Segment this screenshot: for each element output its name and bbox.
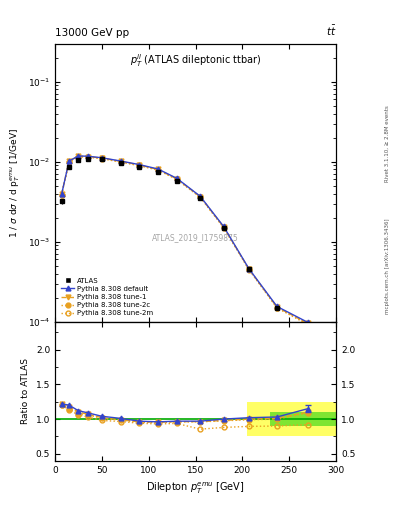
Pythia 8.308 tune-2m xyxy=(246,267,251,273)
Pythia 8.308 tune-1 xyxy=(198,194,202,200)
Text: $t\bar{t}$: $t\bar{t}$ xyxy=(325,24,336,38)
Pythia 8.308 tune-2c xyxy=(99,155,104,161)
Pythia 8.308 default xyxy=(156,166,160,172)
Pythia 8.308 tune-2m xyxy=(221,225,226,231)
Pythia 8.308 tune-1 xyxy=(174,176,179,182)
Bar xyxy=(247,402,336,436)
Pythia 8.308 tune-2c xyxy=(221,224,226,230)
Legend: ATLAS, Pythia 8.308 default, Pythia 8.308 tune-1, Pythia 8.308 tune-2c, Pythia 8: ATLAS, Pythia 8.308 default, Pythia 8.30… xyxy=(59,276,156,318)
Pythia 8.308 tune-2m xyxy=(67,159,72,165)
Text: ATLAS_2019_I1759875: ATLAS_2019_I1759875 xyxy=(152,232,239,242)
Pythia 8.308 tune-1 xyxy=(59,191,64,198)
Pythia 8.308 default xyxy=(174,175,179,181)
Pythia 8.308 tune-2c xyxy=(156,167,160,173)
Pythia 8.308 tune-2m xyxy=(306,322,310,328)
Pythia 8.308 tune-1 xyxy=(99,155,104,161)
Pythia 8.308 tune-1 xyxy=(246,266,251,272)
Pythia 8.308 tune-2c xyxy=(198,194,202,200)
Line: Pythia 8.308 tune-1: Pythia 8.308 tune-1 xyxy=(59,154,310,326)
Pythia 8.308 default xyxy=(99,155,104,161)
Pythia 8.308 tune-2m xyxy=(85,154,90,160)
Pythia 8.308 default xyxy=(76,153,81,159)
Pythia 8.308 default xyxy=(306,319,310,326)
Pythia 8.308 default xyxy=(221,223,226,229)
Pythia 8.308 tune-1 xyxy=(221,224,226,230)
Pythia 8.308 tune-1 xyxy=(275,304,279,310)
Pythia 8.308 tune-2c xyxy=(76,154,81,160)
Text: $p_T^{ll}$ (ATLAS dileptonic ttbar): $p_T^{ll}$ (ATLAS dileptonic ttbar) xyxy=(130,52,261,69)
Pythia 8.308 tune-1 xyxy=(156,166,160,173)
Pythia 8.308 tune-2m xyxy=(198,194,202,200)
Pythia 8.308 tune-1 xyxy=(67,158,72,164)
Pythia 8.308 default xyxy=(59,191,64,198)
Pythia 8.308 tune-2c xyxy=(85,154,90,160)
Pythia 8.308 tune-2m xyxy=(99,156,104,162)
Pythia 8.308 tune-2m xyxy=(118,159,123,165)
Text: Rivet 3.1.10, ≥ 2.8M events: Rivet 3.1.10, ≥ 2.8M events xyxy=(385,105,390,182)
Line: Pythia 8.308 tune-2c: Pythia 8.308 tune-2c xyxy=(59,154,310,327)
Pythia 8.308 default xyxy=(85,153,90,159)
Text: mcplots.cern.ch [arXiv:1306.3436]: mcplots.cern.ch [arXiv:1306.3436] xyxy=(385,219,390,314)
Pythia 8.308 tune-2m xyxy=(59,192,64,198)
Pythia 8.308 tune-2m xyxy=(174,176,179,182)
Y-axis label: Ratio to ATLAS: Ratio to ATLAS xyxy=(21,358,30,424)
Pythia 8.308 default xyxy=(246,266,251,272)
Pythia 8.308 tune-2c xyxy=(306,321,310,327)
Pythia 8.308 tune-2c xyxy=(246,266,251,272)
Pythia 8.308 default xyxy=(198,193,202,199)
Pythia 8.308 tune-2c xyxy=(275,305,279,311)
Pythia 8.308 default xyxy=(67,158,72,164)
Pythia 8.308 tune-1 xyxy=(306,321,310,327)
Pythia 8.308 default xyxy=(275,304,279,310)
Pythia 8.308 tune-1 xyxy=(118,158,123,164)
Pythia 8.308 tune-2c xyxy=(67,159,72,165)
Pythia 8.308 tune-2c xyxy=(118,159,123,165)
Y-axis label: 1 / $\sigma$ d$\sigma$ / d p$_T^{emu}$ [1/GeV]: 1 / $\sigma$ d$\sigma$ / d p$_T^{emu}$ [… xyxy=(9,127,22,238)
Pythia 8.308 tune-2c xyxy=(59,192,64,198)
Pythia 8.308 tune-1 xyxy=(85,154,90,160)
Text: 13000 GeV pp: 13000 GeV pp xyxy=(55,28,129,38)
Pythia 8.308 tune-2m xyxy=(275,305,279,311)
Bar xyxy=(270,412,336,426)
Pythia 8.308 tune-2m xyxy=(156,167,160,173)
Line: Pythia 8.308 tune-2m: Pythia 8.308 tune-2m xyxy=(59,155,310,327)
Pythia 8.308 tune-1 xyxy=(137,162,142,168)
Pythia 8.308 tune-1 xyxy=(76,153,81,159)
Pythia 8.308 tune-2m xyxy=(137,163,142,169)
Pythia 8.308 default xyxy=(118,158,123,164)
Pythia 8.308 tune-2m xyxy=(76,154,81,160)
Line: Pythia 8.308 default: Pythia 8.308 default xyxy=(59,154,310,325)
X-axis label: Dilepton $p_T^{emu}$ [GeV]: Dilepton $p_T^{emu}$ [GeV] xyxy=(146,480,245,496)
Pythia 8.308 default xyxy=(137,161,142,167)
Pythia 8.308 tune-2c xyxy=(137,162,142,168)
Pythia 8.308 tune-2c xyxy=(174,176,179,182)
